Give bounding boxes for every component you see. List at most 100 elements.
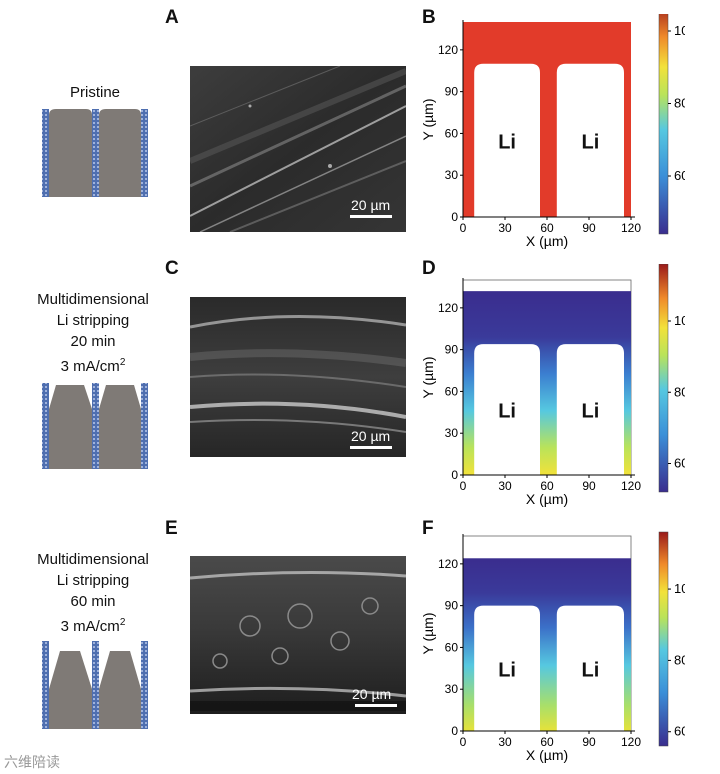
condition-line: 20 min [70, 333, 116, 350]
lithium-block [99, 385, 141, 469]
x-axis-label: X (µm) [526, 233, 568, 249]
lithium-region [474, 63, 540, 218]
x-tick-label: 30 [498, 735, 512, 749]
panel-letter-c: C [165, 258, 179, 279]
condition-line: Multidimensional [37, 291, 149, 308]
y-tick-label: 60 [445, 384, 459, 398]
lithium-block [99, 109, 141, 197]
colorbar-tick-label: 600 [674, 168, 685, 183]
x-tick-label: 0 [460, 735, 467, 749]
x-tick-label: 90 [582, 221, 596, 235]
lithium-label: Li [582, 401, 600, 423]
scale-bar-label: 20 µm [351, 428, 391, 444]
lithium-label: Li [498, 401, 516, 423]
y-axis-label: Y (µm) [420, 98, 436, 140]
separator-layer [141, 641, 148, 729]
lithium-block [49, 385, 92, 469]
condition-line: 3 mA/cm2 [60, 357, 126, 375]
lithium-label: Li [582, 659, 600, 681]
colorbar-tick-label: 600 [674, 724, 685, 739]
condition-label-20min: Multidimensional Li stripping 20 min 3 m… [18, 289, 168, 377]
y-tick-label: 30 [445, 682, 459, 696]
x-tick-label: 120 [621, 221, 641, 235]
separator-layer [141, 109, 148, 197]
lithium-block [49, 109, 92, 197]
separator-layer [42, 383, 49, 469]
y-tick-label: 120 [438, 557, 458, 571]
separator-layer [141, 383, 148, 469]
colorbar [658, 264, 669, 493]
y-tick-label: 60 [445, 126, 459, 140]
condition-line: Li stripping [56, 312, 130, 329]
x-tick-label: 60 [540, 735, 554, 749]
colorbar [658, 531, 669, 747]
x-tick-label: 90 [582, 479, 596, 493]
colorbar-tick-label: 1000 [674, 581, 685, 596]
separator-layer [92, 383, 99, 469]
schematic-pristine [42, 109, 148, 197]
x-tick-label: 120 [621, 479, 641, 493]
lithium-region [474, 605, 540, 731]
sem-image-e [190, 556, 406, 714]
separator-layer [92, 641, 99, 729]
lithium-block [49, 651, 92, 729]
x-tick-label: 30 [498, 479, 512, 493]
condition-line: Multidimensional [37, 551, 149, 568]
scale-bar-label: 20 µm [352, 686, 392, 702]
colorbar-tick-label: 1000 [674, 23, 685, 38]
lithium-label: Li [498, 659, 516, 681]
panel-letter-f: F [422, 518, 434, 539]
lithium-region [474, 344, 540, 475]
condition-label-60min: Multidimensional Li stripping 60 min 3 m… [18, 549, 168, 637]
panel-letter-d: D [422, 258, 436, 279]
condition-line: 60 min [70, 593, 116, 610]
y-tick-label: 0 [451, 724, 458, 738]
panel-letter-e: E [165, 518, 178, 539]
y-tick-label: 30 [445, 168, 459, 182]
simulation-chart-d: Li Li 0 30 60 90 120 0 30 60 90 120 X (µm) Y (µm) 600 8… [420, 264, 685, 507]
scale-bar [350, 446, 392, 449]
x-tick-label: 90 [582, 735, 596, 749]
y-tick-label: 0 [451, 468, 458, 482]
x-tick-label: 0 [460, 221, 467, 235]
x-tick-label: 0 [460, 479, 467, 493]
colorbar-tick-label: 800 [674, 96, 685, 111]
panel-letter-b: B [422, 7, 436, 28]
colorbar-tick-label: 800 [674, 384, 685, 399]
lithium-region [556, 63, 624, 218]
schematic-20min [42, 383, 148, 469]
scale-bar [350, 215, 392, 218]
condition-line: Pristine [69, 84, 121, 101]
condition-line: 3 mA/cm2 [60, 617, 126, 635]
lithium-region [556, 344, 624, 475]
colorbar [658, 14, 669, 235]
colorbar-tick-label: 800 [674, 652, 685, 667]
y-tick-label: 90 [445, 343, 459, 357]
schematic-60min [42, 641, 148, 729]
y-axis-label: Y (µm) [420, 612, 436, 654]
simulation-chart-f: Li Li 0 30 60 90 120 0 30 60 90 120 X (µm) Y (µm) 600 8… [420, 531, 685, 763]
scale-bar-label: 20 µm [351, 197, 391, 213]
lithium-label: Li [582, 131, 600, 153]
separator-layer [42, 641, 49, 729]
lithium-region [556, 605, 624, 731]
y-tick-label: 90 [445, 599, 459, 613]
separator-layer [42, 109, 49, 197]
x-tick-label: 60 [540, 479, 554, 493]
lithium-label: Li [498, 131, 516, 153]
x-tick-label: 120 [621, 735, 641, 749]
watermark: 六维陪读 [4, 754, 60, 770]
x-tick-label: 30 [498, 221, 512, 235]
y-tick-label: 120 [438, 301, 458, 315]
sem-image-a [190, 66, 406, 232]
colorbar-tick-label: 600 [674, 456, 685, 471]
y-tick-label: 60 [445, 640, 459, 654]
y-tick-label: 30 [445, 426, 459, 440]
simulation-chart-b: Li Li 0 30 60 90 120 0 30 60 90 120 X (µm) Y (µm) 600 8… [420, 14, 685, 249]
y-tick-label: 120 [438, 43, 458, 57]
y-axis-label: Y (µm) [420, 356, 436, 398]
x-axis-label: X (µm) [526, 747, 568, 763]
separator-layer [92, 109, 99, 197]
panel-letter-a: A [165, 7, 179, 28]
condition-line: Li stripping [56, 572, 130, 589]
